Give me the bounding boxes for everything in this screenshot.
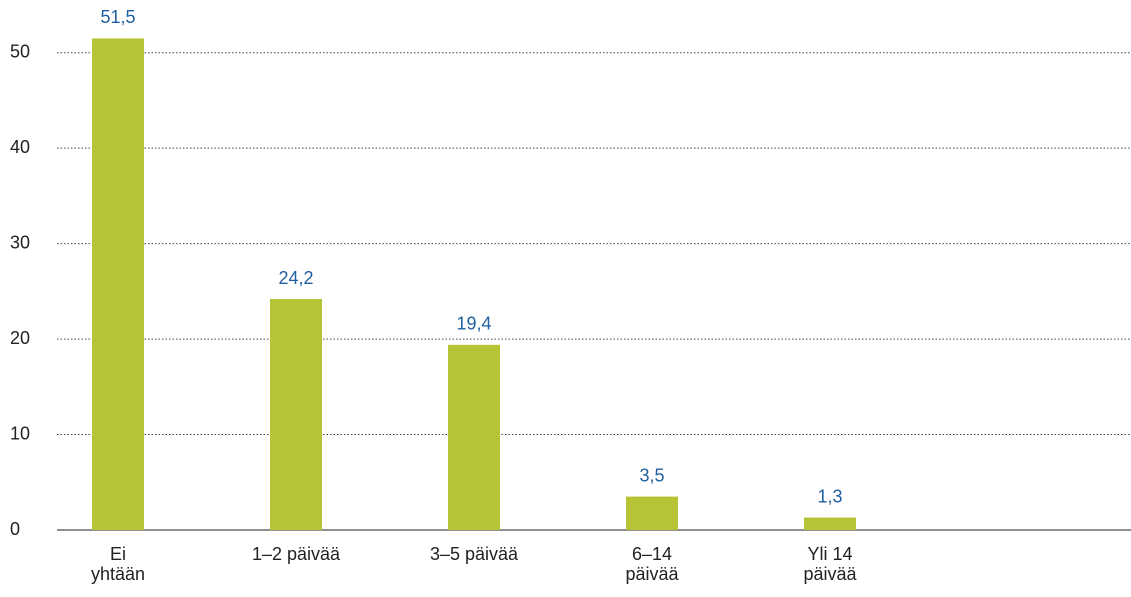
x-tick-label: 1–2 päivää [251, 544, 341, 564]
y-tick-label: 0 [10, 519, 20, 539]
value-label: 1,3 [817, 486, 842, 506]
x-tick-label: 3–5 päivää [429, 544, 519, 564]
x-tick-label: Yli 14 päivää [803, 544, 857, 584]
bar [92, 38, 144, 531]
bar [448, 344, 500, 530]
value-label: 19,4 [456, 314, 491, 334]
y-tick-label: 20 [10, 328, 30, 348]
x-tick-label: 6–14 päivää [625, 544, 679, 584]
value-label: 51,5 [100, 7, 135, 27]
y-tick-label: 10 [10, 423, 30, 443]
value-label: 3,5 [639, 465, 664, 485]
y-tick-label: 40 [10, 137, 30, 157]
bar [626, 496, 678, 530]
y-tick-label: 50 [10, 41, 30, 61]
bar [804, 517, 856, 530]
bar [270, 299, 322, 530]
value-label: 24,2 [278, 268, 313, 288]
x-tick-label: Ei yhtään [90, 544, 146, 584]
y-tick-label: 30 [10, 232, 30, 252]
